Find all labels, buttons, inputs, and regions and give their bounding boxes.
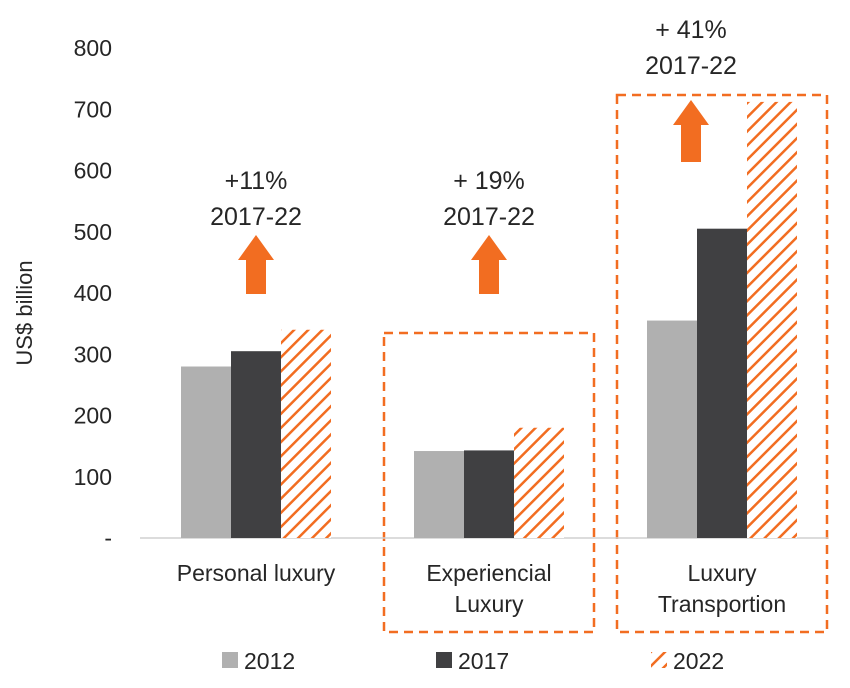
y-tick-label: 400 [74,280,112,306]
y-tick-label: - [104,525,112,551]
bar-2022-2 [514,427,564,538]
legend-label: 2022 [673,648,724,674]
y-tick-label: 700 [74,96,112,122]
bar-2012-3 [647,320,697,538]
y-axis-label: US$ billion [12,260,37,365]
legend-label: 2012 [244,648,295,674]
x-tick-label: Experiencial [426,560,551,586]
y-tick-label: 500 [74,219,112,245]
legend-label: 2017 [458,648,509,674]
bar-2017-3 [697,228,747,538]
growth-annotation: 2017-22 [443,203,535,231]
highlight-box [382,331,596,634]
x-tick-label: Personal luxury [177,560,336,586]
up-arrow-icon [673,100,709,162]
up-arrow-icon [471,235,507,294]
y-tick-label: 800 [74,35,112,61]
legend-swatch-2022 [651,652,667,668]
bar-2012-1 [181,366,231,538]
bar-2022-3 [747,101,797,539]
x-tick-label: Luxury [454,591,524,617]
bar-2017-1 [231,351,281,538]
x-tick-label: Transportion [658,591,786,617]
y-tick-label: 600 [74,158,112,184]
growth-annotation: + 41% [655,16,727,44]
y-tick-label: 300 [74,341,112,367]
y-tick-label: 100 [74,464,112,490]
bar-2022-1 [281,329,331,538]
bar-2017-2 [464,450,514,538]
x-tick-label: Luxury [687,560,757,586]
growth-annotation: 2017-22 [210,203,302,231]
growth-annotation: 2017-22 [645,52,737,80]
legend-swatch-2017 [436,652,452,668]
bar-2012-2 [414,451,464,538]
legend-swatch-2012 [222,652,238,668]
y-tick-label: 200 [74,403,112,429]
up-arrow-icon [238,235,274,294]
growth-annotation: +11% [225,167,288,195]
highlight-box [615,93,829,634]
growth-annotation: + 19% [453,167,525,195]
